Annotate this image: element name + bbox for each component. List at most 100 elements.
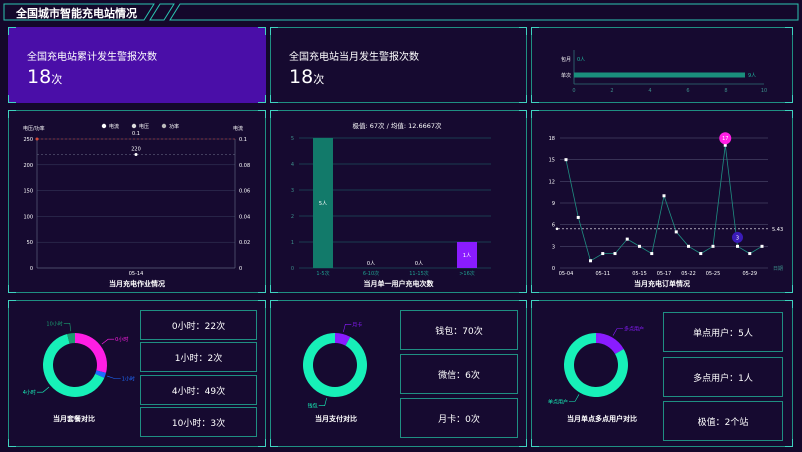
slice	[564, 333, 628, 397]
panel-corner	[258, 439, 266, 447]
category-label: 1-5次	[316, 270, 329, 277]
panel-corner	[8, 110, 16, 118]
tick-label-right: 0.1	[239, 137, 247, 143]
max-label: 17	[722, 136, 728, 142]
data-point	[736, 244, 739, 248]
leader-line	[107, 375, 121, 379]
legend-marker	[161, 123, 167, 129]
charge-count-chart: 极值: 67次 / 均值: 12.6667次 5 4 3 2 1 0 5人 1-5次 0人 6-10…	[291, 121, 491, 277]
tick-label-left: 50	[27, 240, 33, 246]
panel-corner	[531, 95, 539, 103]
kpi-month-label: 全国充电站当月发生警报次数	[289, 52, 419, 63]
min-pin	[732, 231, 743, 243]
x-tick: 05-29	[742, 271, 757, 277]
sleep-pie: 0小时 1小时 4小时 10小时	[23, 320, 135, 397]
slice-label: 1小时	[122, 376, 135, 383]
title-frame	[3, 3, 799, 21]
data-point	[760, 244, 764, 248]
slice-label: 单点用户	[548, 398, 568, 405]
data-point	[699, 252, 703, 256]
tick-label-left: 0	[30, 266, 33, 272]
panel-corner	[519, 27, 527, 35]
bar	[313, 138, 333, 268]
legend-marker	[101, 123, 107, 129]
data-point	[601, 252, 605, 256]
x-tick: 05-11	[595, 271, 610, 277]
mini-bar-panel: 包月 0人 单次 9人 0 2 4 6 8 10	[531, 27, 793, 103]
x-tick: 05-14	[129, 271, 144, 277]
category-label: >16次	[459, 270, 475, 277]
panel-corner	[531, 285, 539, 293]
data-label: 5人	[319, 201, 327, 207]
annotation-voltage: 220	[131, 146, 141, 152]
category-label: 6-10次	[363, 270, 379, 277]
panel-corner	[785, 300, 793, 308]
data-label: 1人	[463, 253, 471, 259]
data-point	[589, 259, 592, 263]
stat-c-0: 单点用户：5人	[663, 312, 783, 352]
tick-label: 2	[610, 88, 613, 94]
tick-label: 15	[549, 158, 555, 164]
data-point	[638, 244, 641, 248]
data-point	[674, 230, 678, 234]
category-label: 包月	[561, 56, 571, 63]
data-point	[748, 252, 752, 256]
panel-corner	[258, 95, 266, 103]
panel-corner	[8, 95, 16, 103]
panel-corner	[270, 95, 278, 103]
panel-corner	[258, 27, 266, 35]
orders-title: 当月充电订单情况	[634, 280, 690, 288]
panel-corner	[519, 110, 527, 118]
panel-corner	[519, 285, 527, 293]
panel-corner	[531, 300, 539, 308]
panel-corner	[8, 439, 16, 447]
max-pin	[719, 132, 732, 145]
tick-label: 0	[572, 88, 575, 94]
panel-corner	[531, 439, 539, 447]
slice	[303, 333, 367, 397]
stat-b-1: 微信：6次	[400, 354, 518, 394]
x-tick: 05-22	[681, 271, 696, 277]
panel-corner	[519, 300, 527, 308]
stat-b-2: 月卡：0次	[400, 398, 518, 438]
kpi-month-panel: 全国充电站当月发生警报次数 18次	[270, 27, 527, 103]
payment-title: 当月支付对比	[315, 415, 357, 423]
tick-label: 5	[291, 136, 294, 142]
stat-b-0: 钱包：70次	[400, 310, 518, 350]
legend-marker	[131, 123, 137, 129]
panel-corner	[785, 95, 793, 103]
panel-corner	[8, 300, 16, 308]
slice	[335, 333, 351, 346]
tick-label: 2	[291, 214, 294, 220]
panel-corner	[8, 285, 16, 293]
panel-corner	[258, 285, 266, 293]
data-label: 0人	[415, 261, 423, 267]
charge-count-title: 当月单一用户充电次数	[363, 280, 434, 288]
work-status-panel: 电流 电压 功率 电压/功率 电流 250 0.1 200 0.08 150 0.06 100 0.04…	[8, 110, 266, 293]
tick-label-right: 0.04	[239, 214, 250, 220]
stat-a-1: 1小时：2次	[140, 342, 257, 372]
slice	[75, 333, 107, 373]
tick-label-right: 0.06	[239, 189, 250, 195]
work-status-chart: 电流 电压 功率 电压/功率 电流 250 0.1 200 0.08 150 0.06 100 0.04…	[23, 123, 250, 277]
leader-line	[612, 328, 623, 336]
tick-label-right: 0	[239, 266, 242, 272]
orders-panel: 18 15 12 9 6 3 0 5.43 17 3 05-04 05-11 05-15 05-17 05-…	[531, 110, 793, 293]
panel-corner	[531, 27, 539, 35]
tick-label-left: 250	[23, 137, 33, 143]
legend-label: 电压	[139, 123, 149, 130]
panel-corner	[531, 110, 539, 118]
tick-label: 8	[724, 88, 727, 94]
tick-label: 18	[549, 136, 555, 142]
panel-corner	[785, 27, 793, 35]
tick-label-left: 100	[23, 214, 33, 220]
data-point	[662, 194, 666, 198]
annotation-current: 0.1	[132, 131, 140, 137]
tick-label: 6	[552, 223, 555, 229]
tick-label: 6	[686, 88, 689, 94]
min-label: 3	[736, 235, 739, 241]
slice	[43, 333, 105, 397]
panel-corner	[785, 110, 793, 118]
stat-c-1: 多点用户：1人	[663, 357, 783, 397]
